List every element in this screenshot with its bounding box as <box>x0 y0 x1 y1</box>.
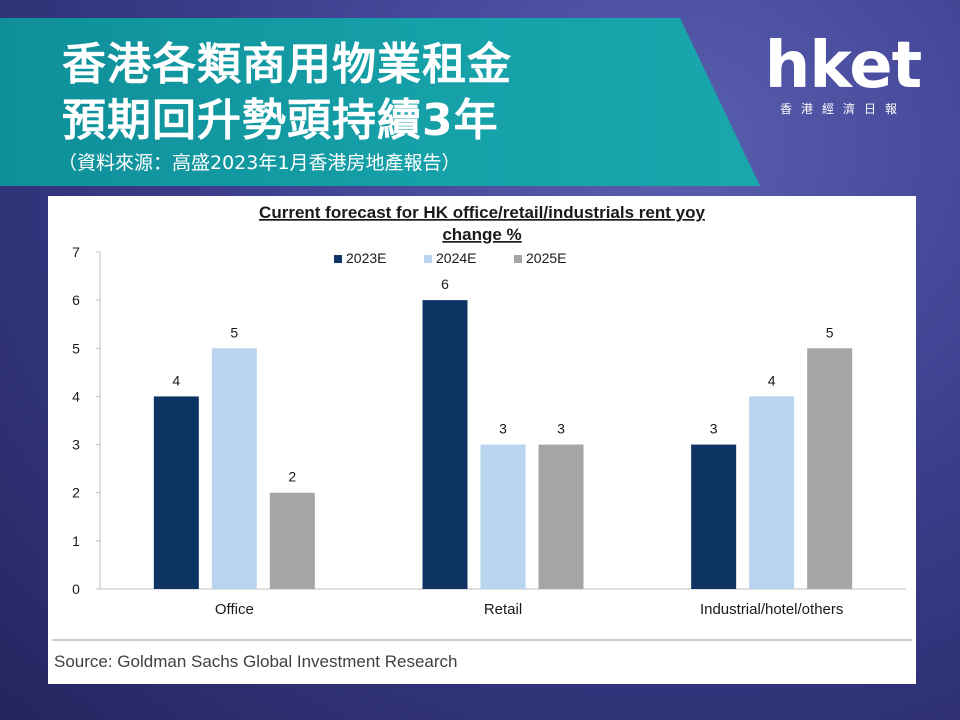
data-label: 4 <box>172 372 180 388</box>
y-tick-label: 0 <box>72 581 80 597</box>
y-tick-label: 6 <box>72 292 80 308</box>
x-tick-label: Industrial/hotel/others <box>700 601 843 618</box>
data-label: 3 <box>499 421 507 437</box>
data-label: 3 <box>557 421 565 437</box>
source-note: （資料來源：高盛2023年1月香港房地產報告） <box>58 152 461 174</box>
chart-card: Current forecast for HK office/retail/in… <box>48 196 916 684</box>
data-label: 6 <box>441 276 449 292</box>
bar <box>269 492 315 589</box>
y-tick-label: 3 <box>72 437 80 453</box>
legend-label: 2023E <box>346 250 386 266</box>
logo-subtitle: 香港經濟日報 <box>779 102 906 116</box>
bar <box>153 396 199 589</box>
page-title-line-1: 香港各類商用物業租金 <box>62 39 512 90</box>
data-label: 2 <box>288 469 296 485</box>
page-title-line-2: 預期回升勢頭持續3年 <box>62 95 499 146</box>
y-tick-label: 5 <box>72 340 80 356</box>
bar-chart: Current forecast for HK office/retail/in… <box>52 203 912 641</box>
bar <box>538 444 584 589</box>
bar <box>807 348 853 589</box>
y-tick-label: 7 <box>72 244 80 260</box>
hket-logo: hket 香港經濟日報 <box>758 34 928 117</box>
data-label: 5 <box>230 324 238 340</box>
x-tick-label: Office <box>215 601 254 618</box>
legend-swatch <box>334 255 342 263</box>
logo-wordmark: hket <box>764 29 922 103</box>
y-tick-label: 4 <box>72 388 80 404</box>
data-label: 5 <box>826 324 834 340</box>
data-label: 3 <box>710 421 718 437</box>
legend-label: 2025E <box>526 250 566 266</box>
bar <box>422 300 468 589</box>
bar <box>211 348 257 589</box>
chart-title-line-2: change % <box>442 225 521 244</box>
chart-source: Source: Goldman Sachs Global Investment … <box>54 652 458 671</box>
bar <box>480 444 526 589</box>
legend-swatch <box>424 255 432 263</box>
bar <box>691 444 737 589</box>
y-tick-label: 1 <box>72 533 80 549</box>
bar <box>749 396 795 589</box>
legend-label: 2024E <box>436 250 476 266</box>
data-label: 4 <box>768 372 776 388</box>
chart-title-line-1: Current forecast for HK office/retail/in… <box>259 203 705 222</box>
legend-swatch <box>514 255 522 263</box>
x-tick-label: Retail <box>484 601 522 618</box>
title-banner <box>0 18 760 186</box>
y-tick-label: 2 <box>72 485 80 501</box>
